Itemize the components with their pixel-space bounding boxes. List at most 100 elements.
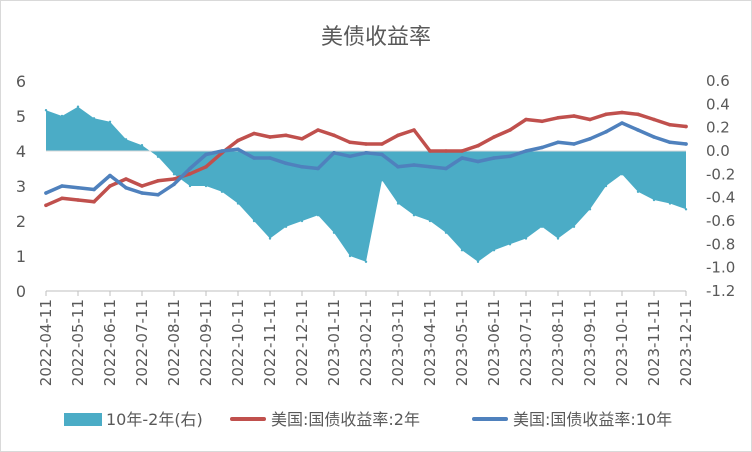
- spread-area-layer: [44, 105, 688, 263]
- legend-label: 10年-2年(右): [106, 410, 203, 429]
- data-point-spread-23: [412, 214, 416, 217]
- right-axis-tick-label: -0.8: [706, 235, 735, 253]
- data-point-2y-8: [172, 177, 176, 181]
- x-axis-tick-label: 2023-12-11: [677, 299, 695, 386]
- data-point-10y-10: [204, 152, 208, 157]
- x-axis-tick-label: 2023-09-11: [581, 299, 599, 386]
- right-axis-tick-label: -0.2: [706, 165, 735, 183]
- data-point-2y-5: [124, 177, 128, 181]
- x-axis-tick-label: 2022-12-11: [293, 299, 311, 386]
- right-axis-tick-label: -0.6: [706, 212, 735, 230]
- data-point-2y-29: [508, 128, 512, 132]
- x-axis-tick-label: 2023-04-11: [421, 299, 439, 386]
- data-point-10y-36: [620, 121, 624, 125]
- left-axis: 0 1 2 3 4 5 6: [16, 72, 26, 301]
- data-point-spread-31: [540, 225, 544, 228]
- data-point-spread-33: [572, 225, 576, 228]
- data-point-2y-22: [396, 133, 400, 138]
- data-point-10y-39: [668, 140, 672, 145]
- data-point-spread-10: [204, 184, 208, 188]
- legend-label: 美国:国债收益率:10年: [513, 410, 672, 429]
- data-point-2y-36: [620, 110, 624, 115]
- data-point-2y-34: [588, 117, 592, 122]
- data-point-spread-9: [188, 184, 192, 188]
- x-axis-tick-label: 2022-07-11: [133, 299, 151, 386]
- data-point-2y-21: [380, 142, 384, 146]
- data-point-2y-33: [572, 114, 576, 118]
- data-point-2y-1: [60, 196, 64, 201]
- data-point-10y-0: [44, 191, 48, 195]
- data-point-10y-34: [588, 137, 592, 141]
- data-point-spread-40: [684, 208, 688, 211]
- data-point-2y-13: [252, 131, 256, 136]
- data-point-10y-29: [508, 154, 512, 159]
- x-axis-tick-label: 2023-01-11: [325, 299, 343, 386]
- data-point-2y-20: [364, 142, 368, 146]
- data-point-10y-21: [380, 152, 384, 157]
- data-point-spread-26: [460, 249, 464, 252]
- x-axis-tick-label: 2022-10-11: [229, 299, 247, 386]
- data-point-spread-13: [252, 219, 256, 223]
- x-axis-tick-label: 2023-05-11: [453, 299, 471, 386]
- data-point-10y-1: [60, 184, 64, 188]
- data-point-spread-19: [348, 254, 352, 258]
- data-point-spread-38: [652, 198, 656, 202]
- data-point-10y-30: [524, 149, 528, 153]
- data-point-2y-30: [524, 117, 528, 122]
- data-point-2y-3: [92, 200, 96, 204]
- data-point-10y-31: [540, 145, 544, 150]
- data-point-10y-26: [460, 156, 464, 160]
- data-point-2y-14: [268, 135, 272, 139]
- left-axis-tick-label: 2: [16, 212, 26, 231]
- yield-lines-layer: [44, 110, 688, 208]
- data-point-spread-29: [508, 243, 512, 246]
- data-point-spread-7: [156, 155, 160, 158]
- data-point-10y-2: [76, 186, 80, 190]
- data-point-10y-11: [220, 149, 224, 153]
- series-spread-area: [46, 106, 686, 262]
- x-axis-tick-label: 2022-11-11: [261, 299, 279, 386]
- data-point-2y-31: [540, 119, 544, 124]
- data-point-spread-1: [60, 114, 64, 118]
- data-point-2y-24: [428, 149, 432, 153]
- data-point-2y-28: [492, 135, 496, 139]
- right-axis-tick-label: -1.0: [706, 259, 735, 277]
- data-point-10y-14: [268, 156, 272, 160]
- data-point-spread-25: [444, 231, 448, 234]
- x-axis-tick-label: 2023-06-11: [485, 299, 503, 386]
- data-point-10y-37: [636, 128, 640, 132]
- data-point-10y-15: [284, 161, 288, 166]
- legend-swatch-spread: [64, 413, 102, 426]
- x-axis-tick-label: 2023-11-11: [645, 299, 663, 386]
- data-point-10y-38: [652, 135, 656, 139]
- data-point-spread-14: [268, 237, 272, 240]
- data-point-10y-40: [684, 142, 688, 146]
- x-axis-tick-label: 2022-09-11: [197, 299, 215, 386]
- data-point-10y-8: [172, 182, 176, 187]
- x-axis-tick-label: 2022-06-11: [101, 299, 119, 386]
- data-point-2y-27: [476, 143, 480, 148]
- data-point-10y-5: [124, 186, 128, 190]
- right-axis-tick-label: 0.0: [706, 142, 730, 160]
- data-point-10y-13: [252, 156, 256, 160]
- data-point-10y-25: [444, 166, 448, 171]
- data-point-spread-24: [428, 219, 432, 223]
- data-point-2y-4: [108, 184, 112, 188]
- data-point-2y-12: [236, 138, 240, 143]
- data-point-2y-0: [44, 203, 48, 208]
- x-axis-tick-label: 2023-02-11: [357, 299, 375, 386]
- data-point-spread-27: [476, 260, 480, 263]
- right-axis-tick-label: 0.6: [706, 72, 730, 90]
- x-axis-tick-label: 2023-03-11: [389, 299, 407, 386]
- left-axis-tick-label: 5: [16, 107, 26, 126]
- data-point-10y-6: [140, 191, 144, 195]
- data-point-2y-2: [76, 198, 80, 202]
- data-point-10y-17: [316, 166, 320, 171]
- data-point-spread-15: [284, 225, 288, 228]
- data-point-2y-25: [444, 149, 448, 153]
- data-point-spread-20: [364, 260, 368, 263]
- left-axis-tick-label: 3: [16, 177, 26, 196]
- data-point-spread-34: [588, 208, 592, 211]
- data-point-spread-4: [108, 120, 112, 124]
